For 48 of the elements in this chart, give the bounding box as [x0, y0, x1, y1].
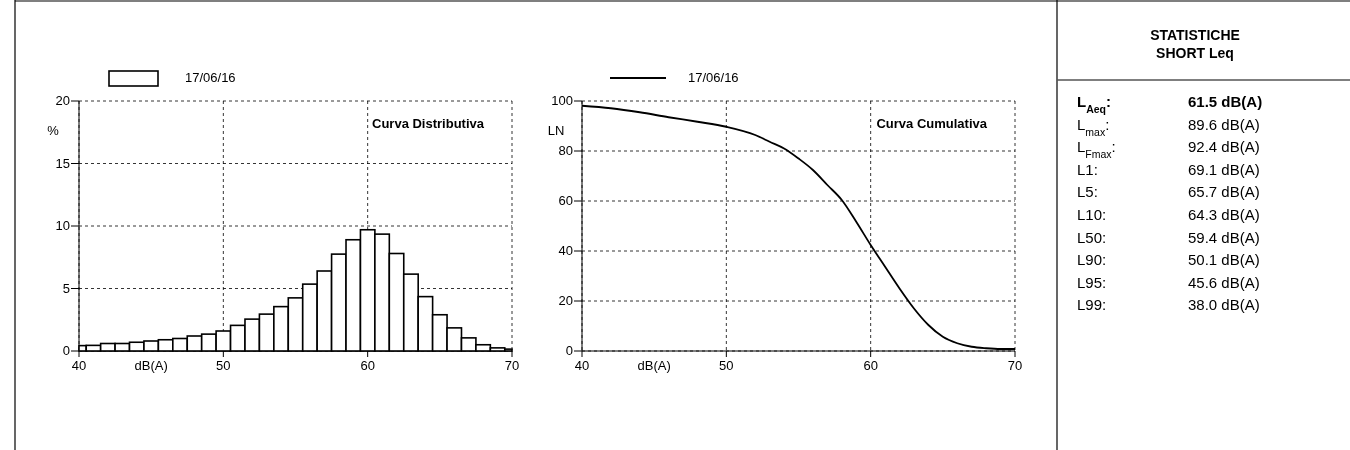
text: L$_{Fmax}$:	[1077, 138, 1116, 161]
text: SHORT Leq	[1156, 45, 1234, 61]
y-tick-label: 0	[565, 343, 573, 358]
text: Curva Cumulativa	[876, 116, 988, 131]
x-tick-label: 50	[216, 358, 231, 373]
text: L$_{max}$:	[1077, 115, 1110, 138]
text: 92.4 dB(A)	[1188, 138, 1260, 156]
text: 59.4 dB(A)	[1188, 228, 1260, 246]
text: L10:	[1077, 206, 1107, 223]
text: 38.0 dB(A)	[1188, 296, 1260, 314]
x-axis-title: dB(A)	[637, 358, 671, 373]
text: STATISTICHE	[1150, 27, 1240, 43]
x-tick-label: 60	[863, 358, 878, 373]
y-tick-label: 0	[62, 343, 70, 358]
y-axis-title: %	[47, 123, 60, 138]
x-tick-label: 70	[1007, 358, 1023, 373]
x-tick-label: 70	[504, 358, 520, 373]
legend-label: 17/06/16	[688, 70, 739, 85]
text: Curva Distributiva	[372, 116, 485, 131]
y-tick-label: 40	[558, 243, 573, 258]
text: L50:	[1077, 228, 1107, 246]
y-tick-label: 80	[558, 143, 573, 158]
text: 64.3 dB(A)	[1188, 206, 1260, 223]
y-tick-label: 20	[55, 93, 70, 108]
y-tick-label: 20	[558, 293, 573, 308]
y-tick-label: 60	[558, 193, 573, 208]
text: 50.1 dB(A)	[1188, 251, 1260, 269]
x-axis-title: dB(A)	[134, 358, 168, 373]
y-tick-label: 5	[62, 280, 70, 296]
text: 89.6 dB(A)	[1188, 115, 1260, 133]
y-tick-label: 10	[55, 218, 70, 233]
text: 61.5 dB(A)	[1188, 93, 1263, 110]
x-tick-label: 60	[360, 358, 375, 373]
text: L1:	[1077, 160, 1098, 178]
x-tick-label: 50	[719, 358, 734, 373]
text: L99:	[1077, 296, 1107, 314]
text: 45.6 dB(A)	[1188, 273, 1260, 291]
legend-label: 17/06/16	[185, 70, 236, 85]
text: L$_{Aeq}$:	[1077, 93, 1112, 115]
text: L90:	[1077, 251, 1107, 269]
text: L5:	[1077, 183, 1098, 201]
y-axis-title: LN	[547, 123, 565, 138]
y-tick-label: 15	[55, 155, 70, 171]
x-tick-label: 40	[574, 358, 590, 373]
text: 69.1 dB(A)	[1188, 160, 1260, 178]
y-tick-label: 100	[551, 93, 573, 108]
text: L95:	[1077, 273, 1107, 291]
text: 65.7 dB(A)	[1188, 183, 1260, 201]
